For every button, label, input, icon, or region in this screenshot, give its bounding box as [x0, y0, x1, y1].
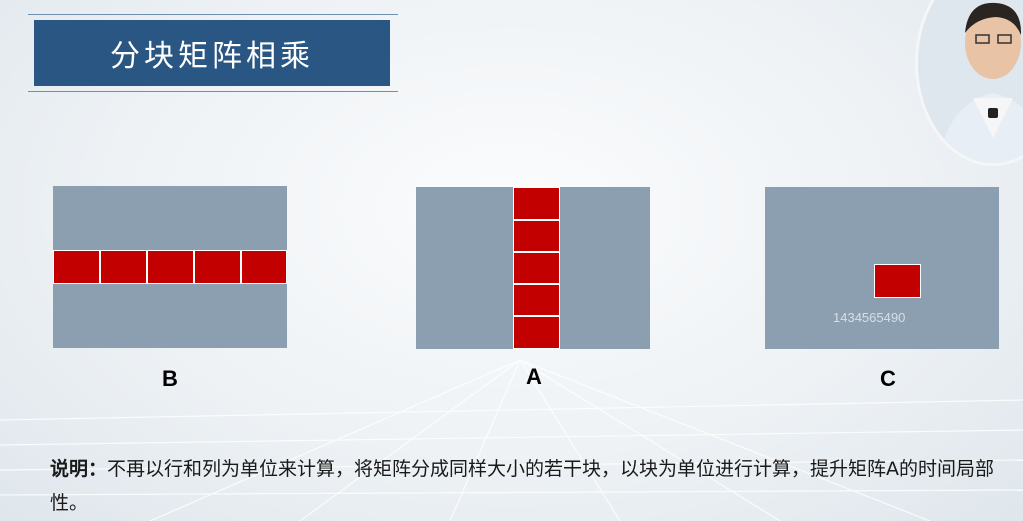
matrix-c: [765, 187, 999, 349]
matrix-a-block: [513, 220, 560, 252]
watermark-text: 1434565490: [833, 310, 906, 325]
title-rule-top: [28, 14, 398, 15]
matrix-a-block: [513, 316, 560, 349]
title-rule-bottom: [28, 91, 398, 92]
description: 说明：不再以行和列为单位来计算，将矩阵分成同样大小的若干块，以块为单位进行计算，…: [50, 452, 1010, 520]
matrix-b-label: B: [162, 366, 178, 391]
matrix-b-block: [53, 250, 100, 284]
matrix-a-block: [513, 252, 560, 284]
matrix-b: [53, 186, 287, 348]
title-banner: 分块矩阵相乘: [28, 14, 398, 92]
matrix-a-label: A: [526, 364, 542, 389]
matrix-c-block: [874, 264, 921, 298]
matrix-c-label: C: [880, 366, 896, 391]
matrix-a-block: [513, 187, 560, 220]
matrix-b-block: [194, 250, 241, 284]
matrix-a-block: [513, 284, 560, 316]
description-text: 不再以行和列为单位来计算，将矩阵分成同样大小的若干块，以块为单位进行计算，提升矩…: [50, 458, 995, 514]
matrix-b-block: [100, 250, 147, 284]
matrix-b-block: [241, 250, 287, 284]
description-lead: 说明：: [50, 458, 108, 480]
matrix-b-block: [147, 250, 194, 284]
matrix-a: [416, 187, 650, 349]
presenter-video-icon: [915, 0, 1023, 166]
slide-title: 分块矩阵相乘: [34, 20, 390, 86]
